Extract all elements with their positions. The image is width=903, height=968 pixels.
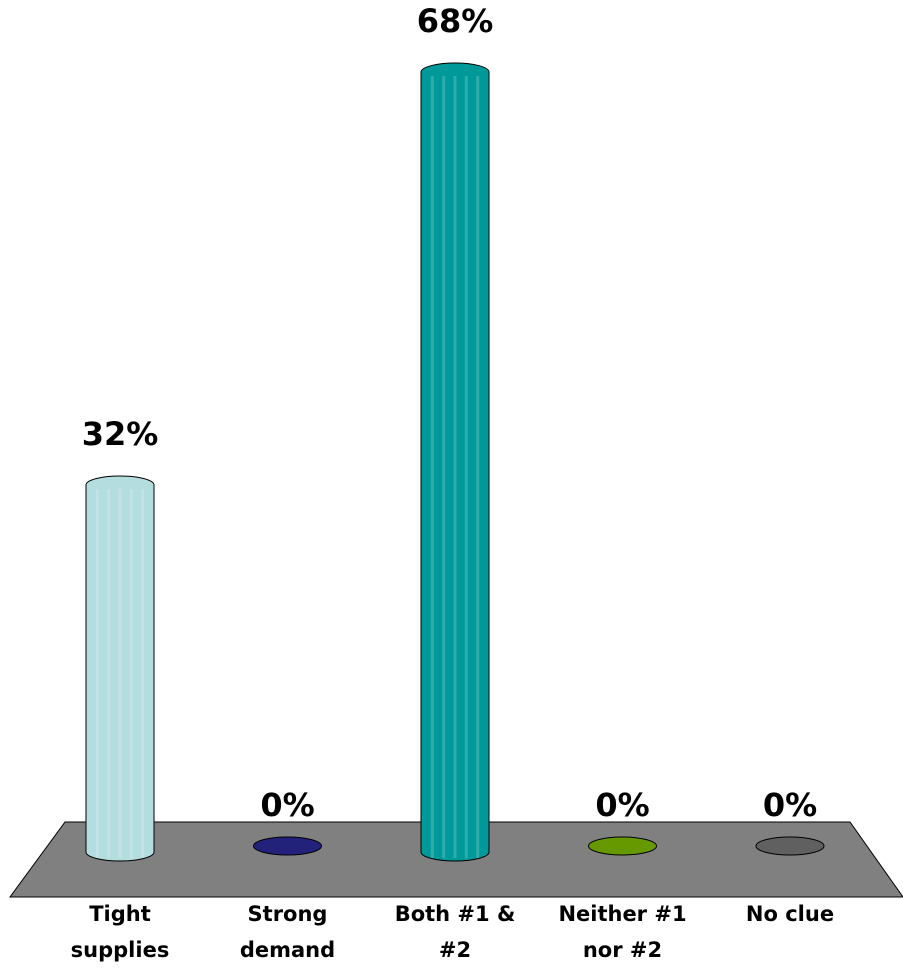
bar-base [253, 836, 322, 856]
value-label: 32% [82, 415, 159, 453]
value-label: 0% [260, 786, 314, 824]
value-label: 0% [595, 786, 649, 824]
bar-base [588, 836, 657, 856]
x-tick-label: Strong demand [239, 902, 336, 962]
bar [85, 475, 155, 862]
value-label: 0% [763, 786, 817, 824]
bar-body [420, 62, 490, 862]
value-label: 68% [417, 2, 494, 40]
bar [755, 836, 825, 856]
bar [588, 836, 657, 856]
x-tick-label: Tight supplies [70, 902, 170, 962]
x-tick-label: Both #1 & #2 [394, 902, 516, 962]
bar-base [755, 836, 825, 856]
bar [420, 62, 490, 862]
bar-body [85, 475, 155, 862]
x-tick-label: Neither #1 nor #2 [558, 902, 687, 962]
bar [253, 836, 322, 856]
x-tick-label: No clue [745, 902, 835, 926]
